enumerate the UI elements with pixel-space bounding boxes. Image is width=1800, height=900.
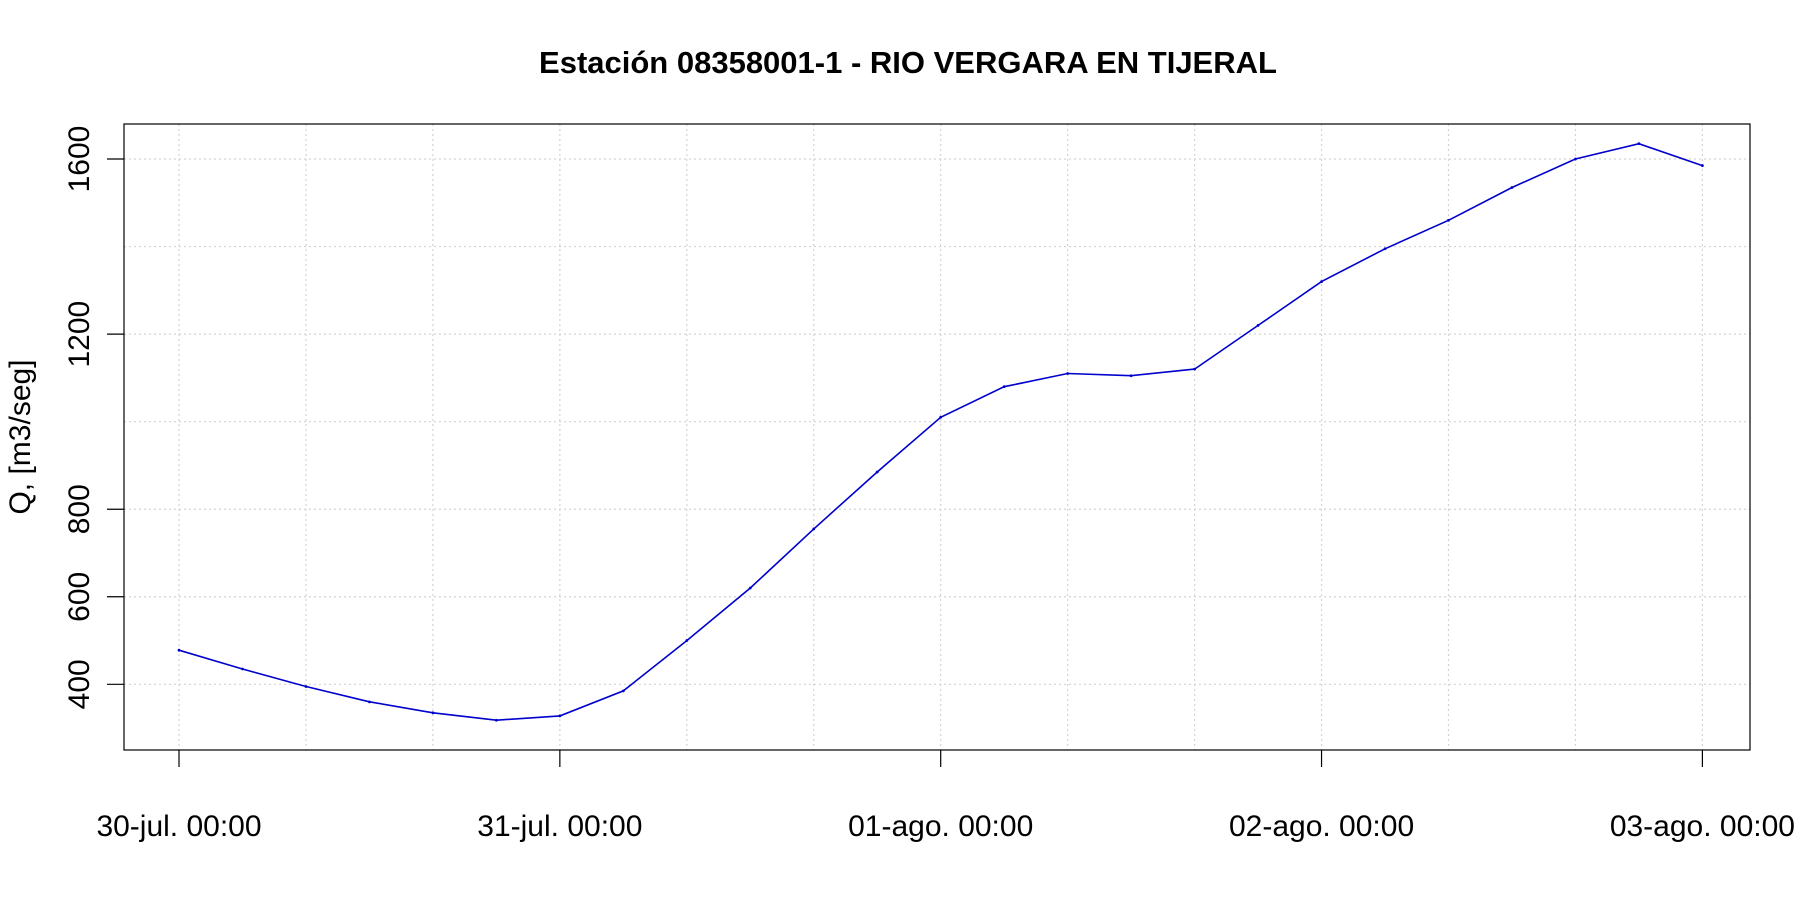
data-point (1193, 367, 1196, 371)
data-point (1256, 323, 1260, 327)
data-point (558, 714, 562, 718)
x-tick-label: 02-ago. 00:00 (1229, 810, 1414, 843)
data-point (368, 700, 371, 704)
data-point (494, 718, 498, 722)
data-point (1383, 247, 1387, 251)
data-point (939, 415, 943, 419)
data-point (1002, 385, 1006, 389)
chart-title: Estación 08358001-1 - RIO VERGARA EN TIJ… (539, 45, 1277, 80)
data-point (748, 586, 752, 590)
x-tick-label: 03-ago. 00:00 (1610, 810, 1795, 843)
data-point (875, 470, 879, 474)
grid-layer (124, 124, 1750, 750)
data-point (177, 648, 181, 652)
y-tick-label: 400 (63, 659, 96, 709)
y-tick-label: 1600 (63, 126, 96, 193)
plot-frame (123, 123, 1751, 751)
data-point (241, 667, 244, 671)
data-point (1447, 218, 1450, 222)
x-tick-label: 31-jul. 00:00 (477, 810, 642, 843)
data-point (1510, 186, 1514, 189)
data-point (1320, 280, 1323, 283)
x-tick-label: 01-ago. 00:00 (848, 810, 1033, 843)
y-tick-label: 800 (63, 484, 96, 534)
y-tick-label: 1200 (63, 301, 96, 368)
y-axis-title: Q, [m3/seg] (4, 359, 37, 514)
data-point (1700, 164, 1704, 167)
y-axis: 400 600 800 1200 1600 (63, 126, 124, 709)
data-point (1574, 157, 1577, 161)
data-point (304, 685, 308, 688)
data-point (812, 527, 816, 531)
data-point (1129, 374, 1133, 378)
data-point (431, 711, 435, 715)
x-axis: 30-jul. 00:00 31-jul. 00:00 01-ago. 00:00 0… (96, 750, 1795, 843)
data-point (621, 689, 625, 693)
y-tick-label: 600 (63, 572, 96, 622)
data-point (1637, 142, 1641, 146)
data-point (1066, 372, 1070, 375)
x-tick-label: 30-jul. 00:00 (96, 810, 261, 843)
series-layer (177, 142, 1704, 722)
data-point (685, 639, 689, 642)
